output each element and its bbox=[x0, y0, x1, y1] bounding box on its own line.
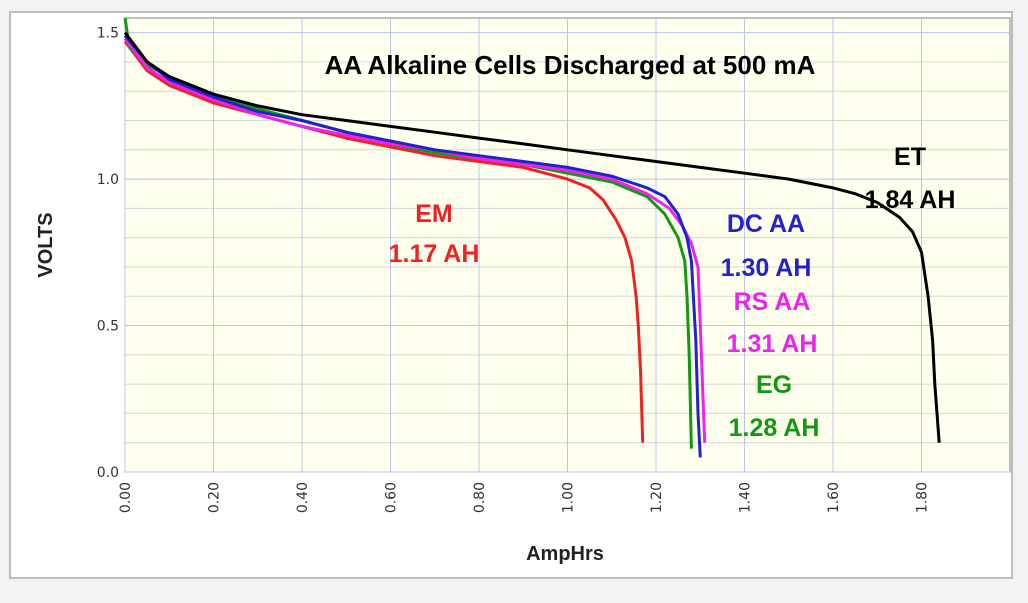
series-capacity-rs-aa: 1.31 AH bbox=[727, 330, 818, 358]
x-tick-label: 0.20 bbox=[207, 482, 223, 513]
major-grid bbox=[124, 18, 1010, 473]
y-tick-label: 1.5 bbox=[97, 26, 119, 42]
x-axis-label: AmpHrs bbox=[526, 543, 604, 565]
x-tick-label: 0.60 bbox=[384, 482, 400, 513]
series-name-et: ET bbox=[894, 143, 926, 171]
series-name-eg: EG bbox=[756, 371, 792, 399]
series-line-et bbox=[123, 31, 941, 443]
x-tick-label: 0.80 bbox=[472, 482, 488, 513]
x-tick-label: 1.40 bbox=[738, 482, 754, 513]
series-capacity-eg: 1.28 AH bbox=[729, 414, 820, 442]
y-tick-label: 0.0 bbox=[97, 465, 119, 481]
y-tick-label: 1.0 bbox=[97, 172, 119, 188]
x-tick-label: 0.00 bbox=[118, 482, 134, 513]
series-layer bbox=[123, 17, 941, 458]
x-tick-label: 0.40 bbox=[295, 482, 311, 513]
series-line-rs-aa bbox=[123, 37, 707, 443]
series-line-em bbox=[123, 40, 645, 443]
x-tick-labels: 0.00 0.20 0.40 0.60 0.80 1.00 1.20 1.40 1.60 1.80 bbox=[118, 482, 931, 513]
series-capacity-em: 1.17 AH bbox=[389, 240, 480, 268]
series-capacity-et: 1.84 AH bbox=[865, 186, 956, 214]
series-name-rs-aa: RS AA bbox=[734, 288, 811, 316]
series-name-dc-aa: DC AA bbox=[727, 210, 805, 238]
series-line-dc-aa bbox=[123, 34, 702, 458]
x-tick-label: 1.60 bbox=[826, 482, 842, 513]
x-tick-label: 1.00 bbox=[561, 482, 577, 513]
x-tick-label: 1.20 bbox=[649, 482, 665, 513]
y-tick-label: 0.5 bbox=[97, 319, 119, 335]
y-tick-labels: 0.0 0.5 1.0 1.5 bbox=[97, 26, 119, 481]
series-capacity-dc-aa: 1.30 AH bbox=[721, 254, 812, 282]
series-name-em: EM bbox=[415, 200, 453, 228]
chart-title: AA Alkaline Cells Discharged at 500 mA bbox=[325, 50, 816, 80]
y-axis-label: VOLTS bbox=[35, 212, 57, 277]
x-tick-label: 1.80 bbox=[915, 482, 931, 513]
